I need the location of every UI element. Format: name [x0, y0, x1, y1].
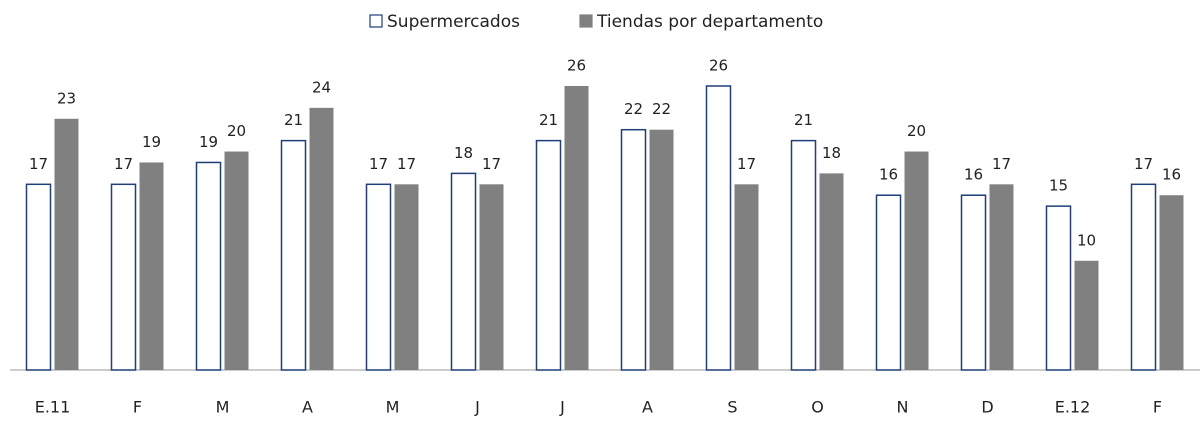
bar [649, 129, 674, 370]
data-label: 17 [992, 155, 1011, 173]
data-label: 17 [114, 155, 133, 173]
bar [960, 194, 987, 371]
data-label: 17 [482, 155, 501, 173]
bar [1130, 183, 1157, 371]
data-label: 21 [539, 111, 558, 129]
data-label: 16 [1162, 166, 1181, 184]
legend-label: Supermercados [387, 12, 520, 32]
data-label: 10 [1077, 231, 1096, 249]
data-label: 19 [142, 133, 161, 151]
bar [110, 183, 137, 371]
legend-label: Tiendas por departamento [596, 12, 823, 32]
legend-swatch [579, 14, 593, 28]
x-tick-label: F [133, 398, 142, 417]
x-tick-label: O [811, 398, 824, 417]
data-label: 17 [369, 155, 388, 173]
bar [195, 161, 222, 371]
x-tick-label: D [981, 398, 993, 417]
data-label: 18 [454, 144, 473, 162]
bar [365, 183, 392, 371]
legend-swatch [369, 14, 383, 28]
data-label: 17 [737, 155, 756, 173]
data-label: 19 [199, 133, 218, 151]
bar [705, 85, 732, 371]
bar [280, 139, 307, 371]
bar [875, 194, 902, 371]
bar [139, 162, 164, 370]
bar [25, 183, 52, 371]
x-tick-label: A [642, 398, 653, 417]
x-tick-label: N [897, 398, 909, 417]
bar [1159, 195, 1184, 370]
data-label: 26 [567, 57, 586, 75]
data-label: 18 [822, 144, 841, 162]
bar [790, 139, 817, 371]
data-label: 22 [624, 100, 643, 118]
x-tick-label: J [559, 398, 565, 417]
bar [54, 118, 79, 371]
bar [989, 184, 1014, 370]
bar [904, 151, 929, 370]
data-label: 17 [1134, 155, 1153, 173]
bar [819, 173, 844, 370]
bar [1045, 205, 1072, 371]
bar [535, 139, 562, 371]
bar [479, 184, 504, 370]
x-tick-label: M [386, 398, 400, 417]
bar [394, 184, 419, 370]
data-label: 21 [284, 111, 303, 129]
data-label: 20 [907, 122, 926, 140]
x-tick-label: A [302, 398, 313, 417]
x-tick-label: J [474, 398, 480, 417]
data-label: 24 [312, 78, 331, 96]
bar [1074, 260, 1099, 370]
x-tick-label: S [727, 398, 737, 417]
data-label: 26 [709, 57, 728, 75]
data-label: 21 [794, 111, 813, 129]
bar [450, 172, 477, 371]
data-label: 20 [227, 122, 246, 140]
data-label: 16 [879, 166, 898, 184]
data-label: 17 [29, 155, 48, 173]
bar [224, 151, 249, 370]
bar [309, 107, 334, 370]
data-label: 23 [57, 89, 76, 107]
bar [564, 86, 589, 370]
x-tick-label: E.12 [1055, 398, 1091, 417]
x-tick-label: E.11 [35, 398, 71, 417]
x-tick-label: M [216, 398, 230, 417]
data-label: 15 [1049, 177, 1068, 195]
data-label: 17 [397, 155, 416, 173]
data-label: 16 [964, 166, 983, 184]
bar [734, 184, 759, 370]
bar [620, 128, 647, 371]
x-tick-label: F [1153, 398, 1162, 417]
data-label: 22 [652, 100, 671, 118]
